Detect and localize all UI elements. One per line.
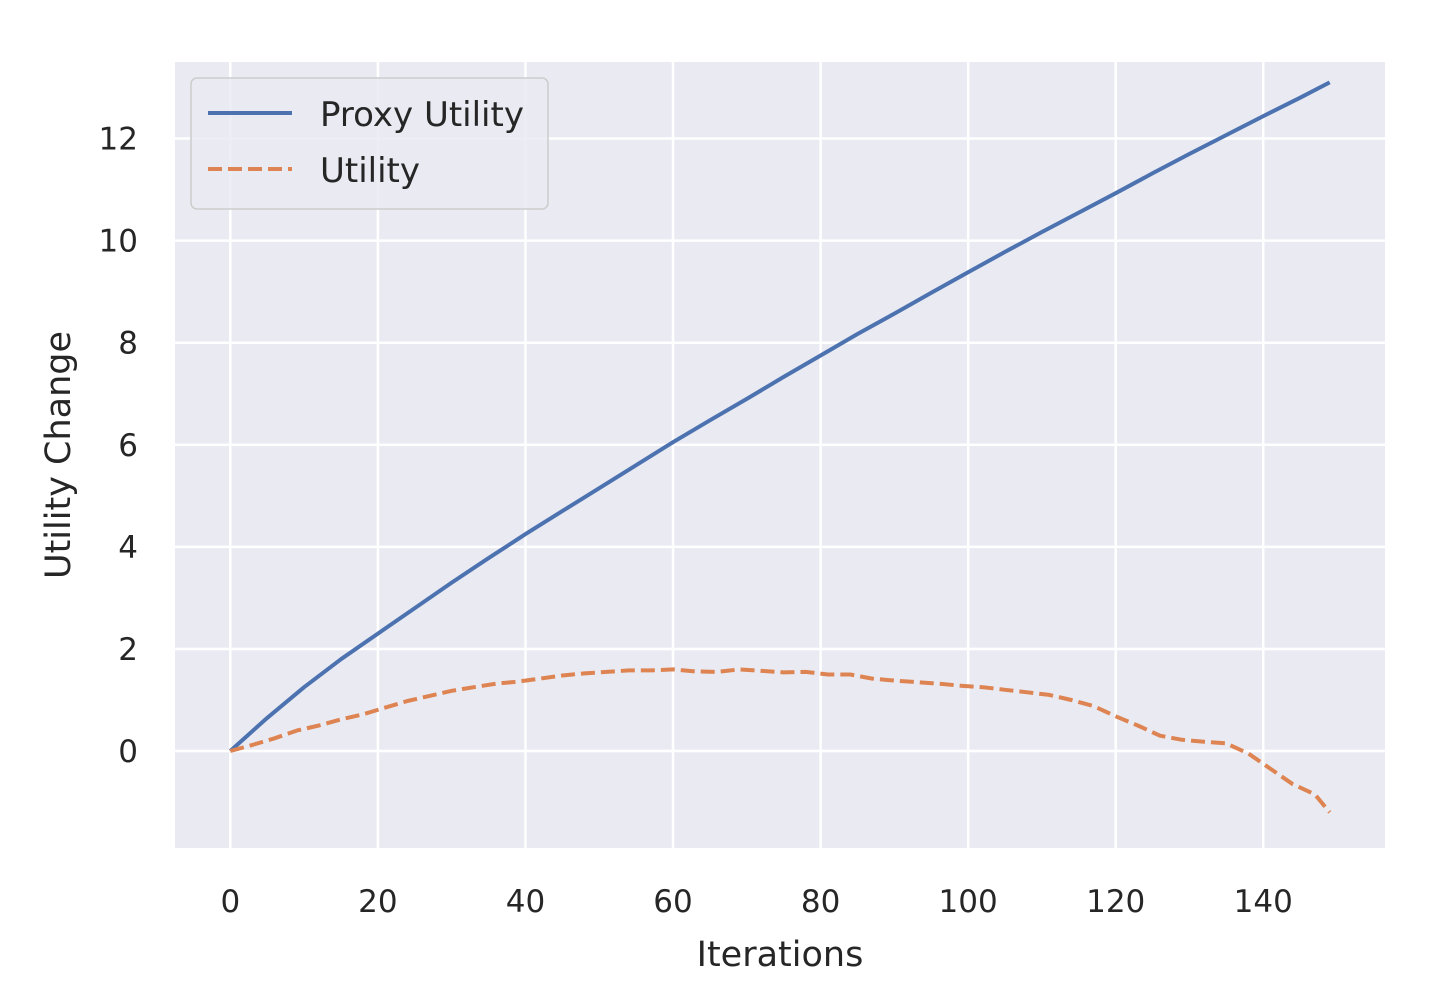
legend-label-utility: Utility (320, 151, 420, 191)
x-tick-label: 60 (653, 884, 692, 920)
x-tick-label: 20 (358, 884, 397, 920)
x-tick-label: 120 (1086, 884, 1145, 920)
series-layer (228, 80, 1332, 814)
series-line-utility (229, 667, 1332, 814)
y-tick-label: 6 (118, 428, 138, 464)
x-tick-label: 100 (939, 884, 998, 920)
x-tick-label: 40 (506, 884, 545, 920)
y-axis-label: Utility Change (39, 331, 79, 579)
y-tick-label: 8 (118, 326, 138, 362)
x-tick-label: 80 (801, 884, 840, 920)
y-tick-labels: 0 2 4 6 8 10 12 (99, 122, 138, 770)
legend-label-proxy-utility: Proxy Utility (320, 95, 524, 135)
y-tick-label: 4 (118, 530, 138, 566)
y-tick-label: 12 (99, 122, 138, 158)
x-tick-label: 140 (1234, 884, 1293, 920)
series-line-proxy-utility (228, 80, 1331, 753)
x-axis-label: Iterations (697, 935, 864, 975)
legend: Proxy Utility Utility (190, 77, 549, 210)
x-tick-label: 0 (220, 884, 240, 920)
y-tick-label: 0 (118, 734, 138, 770)
y-tick-label: 10 (99, 224, 138, 260)
legend-box (190, 77, 549, 210)
x-tick-labels: 0 20 40 60 80 100 120 140 (220, 884, 1292, 920)
y-tick-label: 2 (118, 632, 138, 668)
